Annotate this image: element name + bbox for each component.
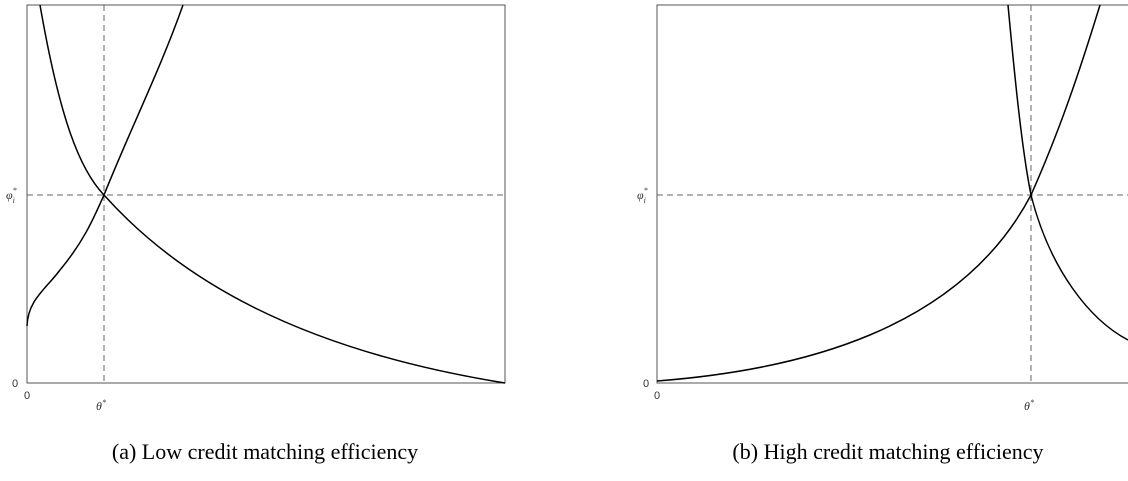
panel-a: 0 0 θ* φ* i (a) Low credit matching effic… [6,4,506,464]
panel-b: 0 0 θ* φ* i (b) High credit matching effi… [637,4,1128,464]
superscript: * [644,186,648,195]
x-origin: 0 [654,390,660,402]
plot-frame [656,4,1128,384]
decreasing-curve [1007,4,1128,341]
caption: (b) High credit matching efficiency [732,439,1043,464]
superscript: * [13,186,17,195]
y-origin: 0 [12,378,18,390]
symbol: φ [637,188,644,202]
decreasing-curve [39,4,506,384]
increasing-curve [656,4,1101,382]
symbol: θ [1024,399,1030,413]
symbol: θ [96,399,102,413]
x-marker: θ* [96,398,106,413]
y-marker: φ* i [637,186,648,205]
superscript: * [102,398,106,407]
superscript: * [1030,398,1034,407]
x-origin: 0 [24,390,30,402]
subscript: i [644,196,646,205]
plot-frame [26,4,506,384]
x-marker: θ* [1024,398,1034,413]
subscript: i [13,196,15,205]
caption: (a) Low credit matching efficiency [112,439,418,464]
y-origin: 0 [643,378,649,390]
increasing-curve [26,4,184,327]
y-marker: φ* i [6,186,17,205]
symbol: φ [6,188,13,202]
